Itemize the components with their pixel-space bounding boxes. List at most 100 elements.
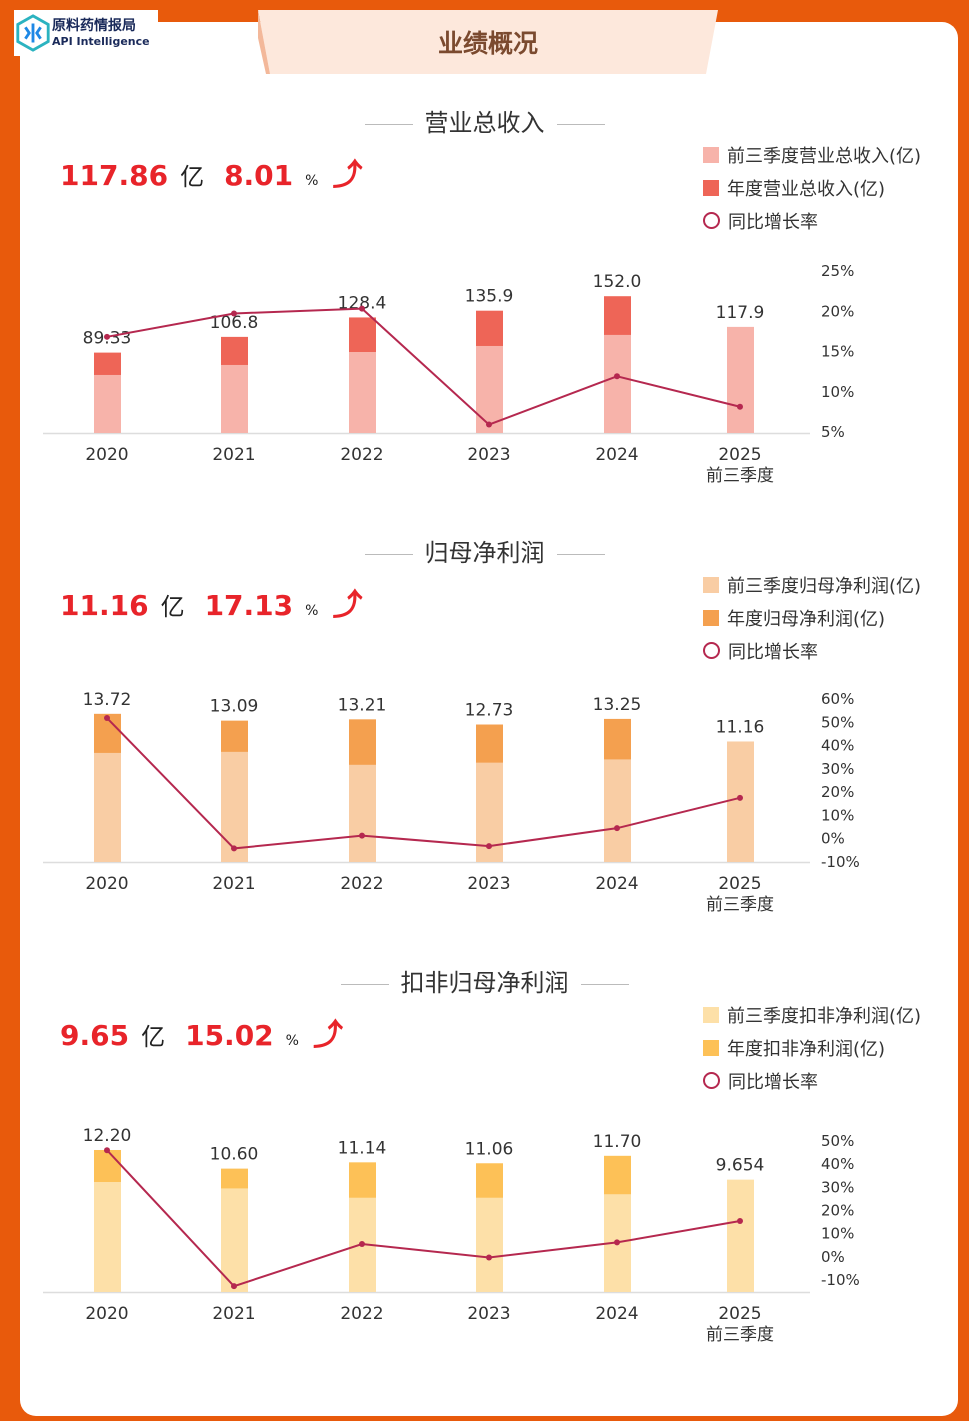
growth-point	[359, 832, 365, 839]
growth-point	[104, 333, 110, 340]
bar-q3	[349, 352, 376, 433]
header-tab: 业绩概况	[254, 10, 718, 74]
summary-value: 117.86	[60, 159, 169, 192]
growth-point	[359, 305, 365, 312]
legend-label: 前三季度营业总收入(亿)	[727, 145, 922, 167]
growth-point	[486, 1254, 492, 1261]
x-tick-label: 2025	[718, 445, 761, 465]
bar-q3	[727, 326, 754, 433]
legend-item-q3[interactable]: 前三季度营业总收入(亿)	[703, 138, 921, 171]
x-tick-label: 2024	[595, 874, 638, 894]
bar-q3	[94, 1182, 121, 1292]
legend-label: 同比增长率	[728, 1071, 818, 1093]
growth-point	[614, 825, 620, 832]
y2-tick-label: 5%	[821, 423, 845, 441]
legend-swatch	[703, 1039, 719, 1056]
growth-line	[106, 1149, 741, 1288]
section-3: 扣非归母净利润 9.65 亿 15.02 % ⤴ 前三季度扣非净利润(亿) 年度…	[0, 960, 969, 1390]
growth-point	[486, 843, 492, 850]
legend-swatch	[703, 576, 719, 593]
y2-tick-label: 10%	[821, 806, 854, 824]
legend: 前三季度归母净利润(亿) 年度归母净利润(亿) 同比增长率	[703, 568, 921, 667]
legend: 前三季度营业总收入(亿) 年度营业总收入(亿) 同比增长率	[703, 138, 921, 237]
data-label: 13.72	[83, 690, 132, 710]
legend-item-growth[interactable]: 同比增长率	[703, 1064, 921, 1097]
bar-q3	[94, 752, 121, 862]
growth-point	[104, 1147, 110, 1154]
legend-label: 年度归母净利润(亿)	[727, 608, 886, 630]
growth-point	[614, 373, 620, 380]
data-label: 11.70	[593, 1132, 642, 1152]
x-tick-label: 2021	[212, 445, 255, 465]
legend-ring-icon	[703, 642, 720, 659]
legend-swatch	[703, 179, 719, 196]
summary-stats: 11.16 亿 17.13 % ⤴	[60, 580, 362, 624]
growth-point	[737, 794, 743, 801]
legend-item-annual[interactable]: 年度营业总收入(亿)	[703, 171, 921, 204]
y2-tick-label: 0%	[821, 1248, 845, 1266]
x-tick-label: 2020	[85, 1304, 128, 1324]
bar-q3	[221, 364, 248, 433]
y2-tick-label: 10%	[821, 383, 854, 401]
bar-q3	[727, 741, 754, 862]
growth-point	[231, 845, 237, 852]
summary-value-unit: 亿	[141, 1023, 166, 1051]
summary-stats: 117.86 亿 8.01 % ⤴	[60, 150, 362, 194]
growth-point	[104, 715, 110, 722]
x-tick-label: 2021	[212, 1304, 255, 1324]
bar-q3	[604, 759, 631, 862]
legend: 前三季度扣非净利润(亿) 年度扣非净利润(亿) 同比增长率	[703, 998, 921, 1097]
data-label: 11.14	[338, 1138, 387, 1158]
header-tab-shape	[254, 10, 718, 74]
data-label: 11.06	[465, 1139, 514, 1159]
summary-value: 11.16	[60, 589, 149, 622]
x-tick-sublabel: 前三季度	[706, 1325, 774, 1345]
combo-chart: 89.332020106.82021128.42022135.92023152.…	[43, 262, 854, 486]
section-title-text: 归母净利润	[424, 539, 545, 567]
section-title-text: 扣非归母净利润	[400, 969, 569, 997]
growth-line	[106, 717, 741, 850]
bar-q3	[349, 764, 376, 862]
legend-item-q3[interactable]: 前三季度归母净利润(亿)	[703, 568, 921, 601]
data-label: 11.16	[716, 717, 765, 737]
bar-q3	[727, 1179, 754, 1292]
data-label: 12.20	[83, 1126, 132, 1146]
legend-label: 同比增长率	[728, 211, 818, 233]
logo-name-en: API Intelligence	[52, 34, 150, 48]
legend-item-growth[interactable]: 同比增长率	[703, 634, 921, 667]
legend-label: 同比增长率	[728, 641, 818, 663]
x-tick-label: 2023	[467, 445, 510, 465]
legend-item-growth[interactable]: 同比增长率	[703, 204, 921, 237]
y2-tick-label: 40%	[821, 737, 854, 755]
legend-label: 年度扣非净利润(亿)	[727, 1038, 886, 1060]
bar-q3	[476, 1197, 503, 1292]
y2-tick-label: 15%	[821, 343, 854, 361]
x-tick-label: 2022	[340, 874, 383, 894]
arrow-up-icon: ⤴	[332, 158, 363, 193]
data-label: 13.21	[338, 695, 387, 715]
y2-tick-label: 0%	[821, 830, 845, 848]
y2-tick-label: 20%	[821, 1202, 854, 1220]
legend-item-annual[interactable]: 年度扣非净利润(亿)	[703, 1031, 921, 1064]
logo: 原料药情报局 API Intelligence	[14, 10, 158, 56]
growth-line	[106, 307, 741, 426]
legend-item-q3[interactable]: 前三季度扣非净利润(亿)	[703, 998, 921, 1031]
summary-growth-unit: %	[305, 173, 319, 189]
section-title: 营业总收入	[0, 103, 969, 138]
summary-growth: 15.02	[185, 1019, 274, 1052]
legend-item-annual[interactable]: 年度归母净利润(亿)	[703, 601, 921, 634]
page-title: 业绩概况	[437, 29, 538, 58]
x-tick-label: 2023	[467, 874, 510, 894]
logo-icon	[16, 14, 50, 52]
legend-ring-icon	[703, 212, 720, 229]
y2-tick-label: 10%	[821, 1225, 854, 1243]
summary-growth-unit: %	[285, 1033, 299, 1049]
x-tick-label: 2025	[718, 874, 761, 894]
summary-value-unit: 亿	[180, 163, 205, 191]
y2-tick-label: 60%	[821, 690, 854, 708]
growth-point	[614, 1239, 620, 1246]
arrow-up-icon: ⤴	[332, 588, 363, 623]
y2-tick-label: 25%	[821, 262, 854, 280]
y2-tick-label: -10%	[821, 1271, 860, 1289]
bar-q3	[94, 374, 121, 433]
